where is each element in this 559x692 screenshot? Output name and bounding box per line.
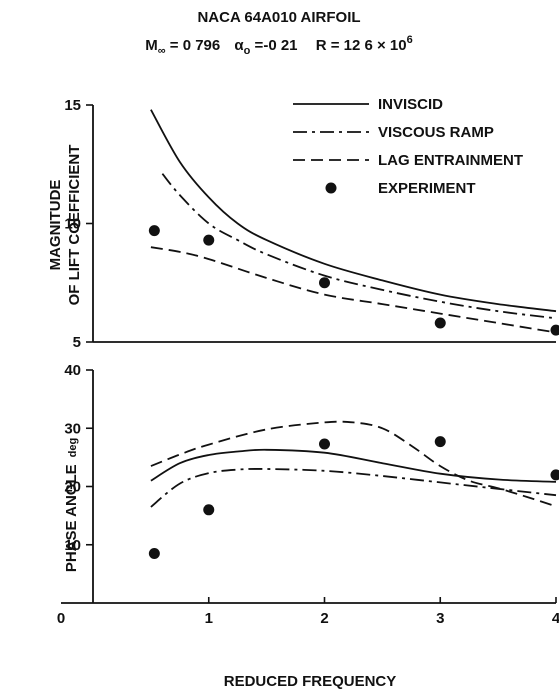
mach-value: = 0 796 [166,37,221,54]
y-label-top-line2: OF LIFT COEFFICIENT [66,145,83,306]
experiment-point [434,317,446,329]
experiment-point [319,438,330,450]
x-tick-label: 0 [57,610,65,627]
y-tick-label: 40 [64,362,81,379]
lag-entrainment-line [150,420,557,508]
y-tick-label: 30 [64,420,81,437]
viscous-ramp-line [161,173,557,320]
experiment-point [148,547,160,559]
mach-subscript: ∞ [158,45,166,57]
legend: INVISCID VISCOUS RAMP LAG ENTRAINMENT EXPER… [293,96,523,197]
legend-label-inviscid: INVISCID [378,96,443,113]
phase-angle-panel: 10 20 30 40 0 1 2 3 4 PHASE ANGLE deg REDUCED FR… [57,362,559,690]
x-tick-label: 4 [552,610,559,627]
series-bottom [148,420,559,559]
alpha-value: =-0 21 [250,37,297,54]
y-ticks-top: 5 10 15 [64,97,93,351]
chart-subtitle: M∞ = 0 796 αo =-0 21 R = 12 6 × 106 [145,34,412,57]
x-tick-label: 2 [320,610,328,627]
y-tick-label: 5 [73,334,81,351]
reynolds-exponent: 6 [407,34,413,46]
y-ticks-bottom: 10 20 30 40 [64,362,93,554]
y-label-bottom-unit: deg [67,438,79,458]
inviscid-line [150,109,557,313]
legend-label-experiment: EXPERIMENT [378,180,476,197]
x-ticks: 0 1 2 3 4 [57,597,559,627]
reynolds-label: R = 12 6 × 10 [316,37,407,54]
experiment-point [550,469,559,481]
lag-entrainment-line [150,246,557,334]
experiment-point [203,504,215,516]
mach-label: M [145,37,158,54]
y-tick-label: 10 [64,216,81,233]
chart-title: NACA 64A010 AIRFOIL [197,9,360,26]
x-tick-label: 3 [436,610,444,627]
x-tick-label: 1 [205,610,213,627]
series-top [148,109,559,336]
y-tick-label: 20 [64,479,81,496]
lift-magnitude-panel: 5 10 15 MAGNITUDE OF LIFT COEFFICIENT [47,97,559,351]
y-tick-label: 15 [64,97,81,114]
experiment-point [319,277,330,289]
y-label-bottom: PHASE ANGLE deg [63,438,80,572]
legend-label-lag-entrainment: LAG ENTRAINMENT [378,152,523,169]
x-axis-label: REDUCED FREQUENCY [224,673,397,690]
y-label-top-line1: MAGNITUDE [47,180,64,271]
y-label-bottom-text: PHASE ANGLE [63,464,80,572]
legend-swatch-experiment [325,182,337,194]
experiment-point [148,225,160,237]
alpha-subscript: o [244,45,251,57]
alpha-label: α [234,37,244,54]
inviscid-line [150,448,557,483]
legend-label-viscous-ramp: VISCOUS RAMP [378,124,494,141]
experiment-point [203,234,215,246]
viscous-ramp-line [150,468,557,508]
experiment-point [434,436,446,448]
experiment-point [550,324,559,336]
y-tick-label: 10 [64,537,81,554]
